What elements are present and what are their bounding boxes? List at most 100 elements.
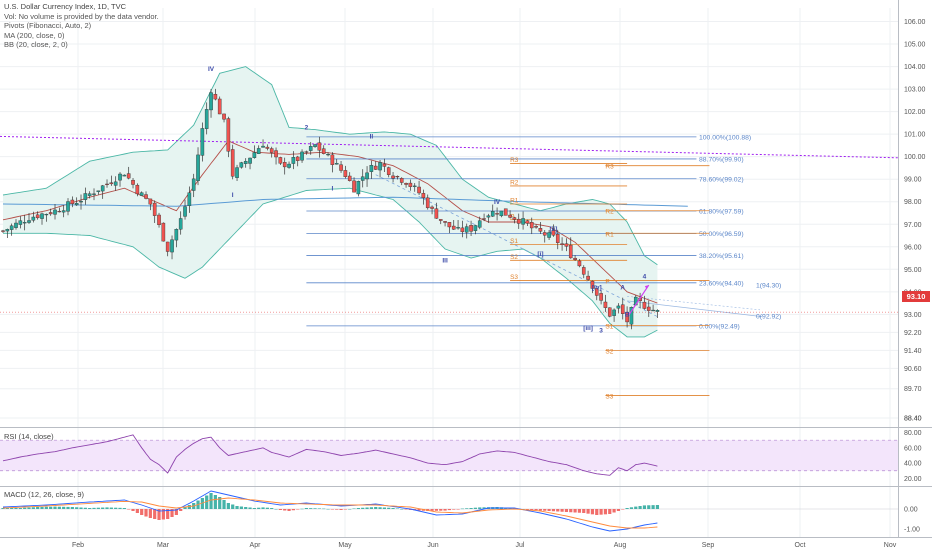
candle-body: [655, 310, 660, 312]
candle-body: [317, 142, 322, 151]
macd-histogram-bar: [101, 507, 105, 509]
macd-histogram-bar: [608, 509, 612, 514]
time-axis-label: Oct: [795, 542, 806, 549]
macd-histogram-bar: [387, 507, 391, 509]
candle-body: [261, 145, 265, 148]
candle-body: [365, 172, 369, 180]
candle-body: [330, 154, 335, 165]
macd-histogram-bar: [131, 509, 135, 511]
candle-body: [200, 128, 205, 156]
wave-label: B: [625, 312, 630, 319]
fib-level-label: 100.00%(100.88): [699, 134, 751, 141]
candle-body: [408, 182, 413, 187]
macd-histogram-bar: [244, 507, 248, 509]
projection-arrowhead: [644, 285, 649, 290]
wave-label: 2: [305, 125, 309, 132]
macd-histogram-bar: [66, 506, 70, 509]
macd-histogram-bar: [382, 507, 386, 509]
candle-body: [560, 243, 564, 245]
candle-body: [430, 206, 434, 209]
candle-body: [40, 213, 44, 219]
macd-histogram-bar: [161, 509, 165, 520]
candle-body: [469, 225, 473, 232]
candle-body: [529, 222, 534, 229]
candle-body: [378, 162, 382, 171]
macd-histogram-bar: [374, 507, 378, 509]
pivot-label-q2: R3: [510, 157, 519, 164]
macd-histogram-bar: [400, 509, 404, 510]
pivot-label-q3: R1: [605, 231, 614, 238]
candle-body: [512, 217, 517, 220]
macd-histogram-bar: [326, 508, 330, 510]
candle-body: [503, 208, 508, 216]
candle-body: [434, 208, 439, 219]
candle-body: [174, 229, 179, 241]
candle-body: [161, 222, 166, 242]
candle-body: [360, 176, 365, 181]
candle-body: [209, 92, 213, 111]
macd-histogram-bar: [629, 507, 634, 509]
macd-histogram-bar: [469, 508, 473, 509]
macd-histogram-bar: [114, 507, 118, 509]
macd-histogram-bar: [404, 509, 408, 510]
candle-body: [295, 156, 300, 161]
macd-histogram-bar: [53, 506, 57, 509]
rsi-axis-label: 80.00: [904, 430, 922, 437]
candle-body: [109, 182, 114, 185]
macd-histogram-bar: [564, 509, 569, 512]
candle-body: [87, 193, 92, 196]
candle-body: [486, 215, 491, 218]
macd-histogram-bar: [595, 509, 599, 515]
candle-body: [542, 232, 547, 236]
macd-histogram-bar: [556, 509, 560, 512]
candle-body: [191, 178, 196, 191]
pivot-label-q2: P: [510, 213, 514, 220]
pivot-label-q3: R3: [605, 164, 614, 171]
candle-body: [217, 98, 222, 115]
candle-body: [9, 225, 14, 230]
time-axis-label: Nov: [884, 542, 897, 549]
candle-body: [482, 218, 486, 220]
price-axis-label: 97.00: [904, 222, 922, 229]
candle-body: [48, 212, 53, 215]
price-axis-label: 92.20: [904, 330, 922, 337]
candle-body: [66, 201, 70, 212]
macd-histogram-bar: [478, 507, 482, 509]
macd-histogram-bar: [296, 509, 300, 510]
macd-histogram-bar: [599, 509, 603, 515]
candle-body: [616, 305, 621, 309]
candle-body: [534, 225, 538, 228]
macd-histogram-bar: [417, 509, 421, 511]
price-axis-label: 105.00: [904, 42, 926, 49]
macd-histogram-bar: [62, 506, 66, 509]
macd-histogram-bar: [625, 508, 629, 509]
candle-body: [352, 180, 356, 193]
candle-body: [170, 239, 174, 253]
macd-histogram-bar: [10, 508, 14, 509]
time-axis-label: Jul: [516, 542, 525, 549]
macd-histogram-bar: [538, 509, 543, 511]
candle-body: [265, 146, 270, 149]
candle-body: [126, 173, 131, 179]
macd-histogram-bar: [395, 508, 399, 509]
projection-arrow: [628, 284, 650, 315]
candle-body: [516, 218, 521, 224]
macd-histogram-bar: [140, 509, 144, 515]
candle-body: [256, 148, 261, 154]
macd-histogram-bar: [44, 506, 48, 509]
macd-histogram-bar: [317, 508, 321, 509]
pivot-label-q2: S3: [510, 274, 518, 281]
candle-body: [74, 203, 79, 206]
candle-body: [334, 163, 339, 165]
legend-bb: BB (20, close, 2, 0): [4, 40, 68, 50]
fib-level-label: 78.60%(99.02): [699, 176, 744, 183]
wave-label: [iv]: [592, 285, 602, 292]
candle-body: [139, 192, 144, 196]
candle-body: [603, 301, 608, 308]
macd-histogram-bar: [1, 508, 5, 509]
candle-body: [490, 210, 495, 217]
candle-body: [239, 162, 244, 168]
candle-body: [96, 190, 101, 192]
candle-body: [564, 243, 569, 247]
